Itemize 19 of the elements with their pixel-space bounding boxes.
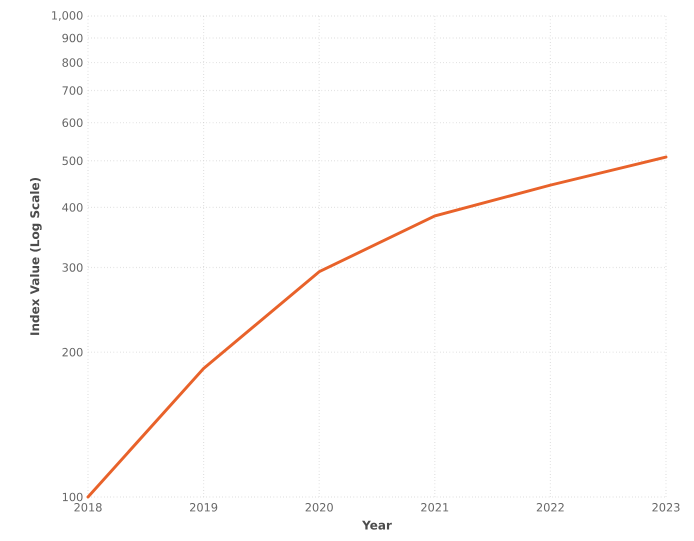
x-tick-label: 2019 [190,503,218,512]
y-tick-label: 300 [62,263,83,272]
y-tick-label: 500 [62,156,83,166]
y-tick-label: 400 [62,203,83,212]
y-tick-label: 200 [62,348,83,356]
y-tick-label: 600 [62,118,83,127]
y-tick-label: 900 [62,34,83,42]
x-tick-label: 2020 [306,503,333,512]
x-tick-label: 2022 [536,503,564,512]
x-axis-title: Year [362,520,392,530]
y-tick-label: 800 [62,58,83,67]
x-tick-label: 2018 [74,503,102,512]
y-tick-label: 700 [62,86,83,95]
x-tick-label: 2021 [421,503,448,512]
y-axis-title: Index Value (Log Scale) [30,178,42,335]
line-series [86,156,668,498]
y-tick-label: 100 [62,492,83,502]
x-tick-label: 2023 [652,503,680,512]
y-tick-label: 1,000 [52,11,83,21]
